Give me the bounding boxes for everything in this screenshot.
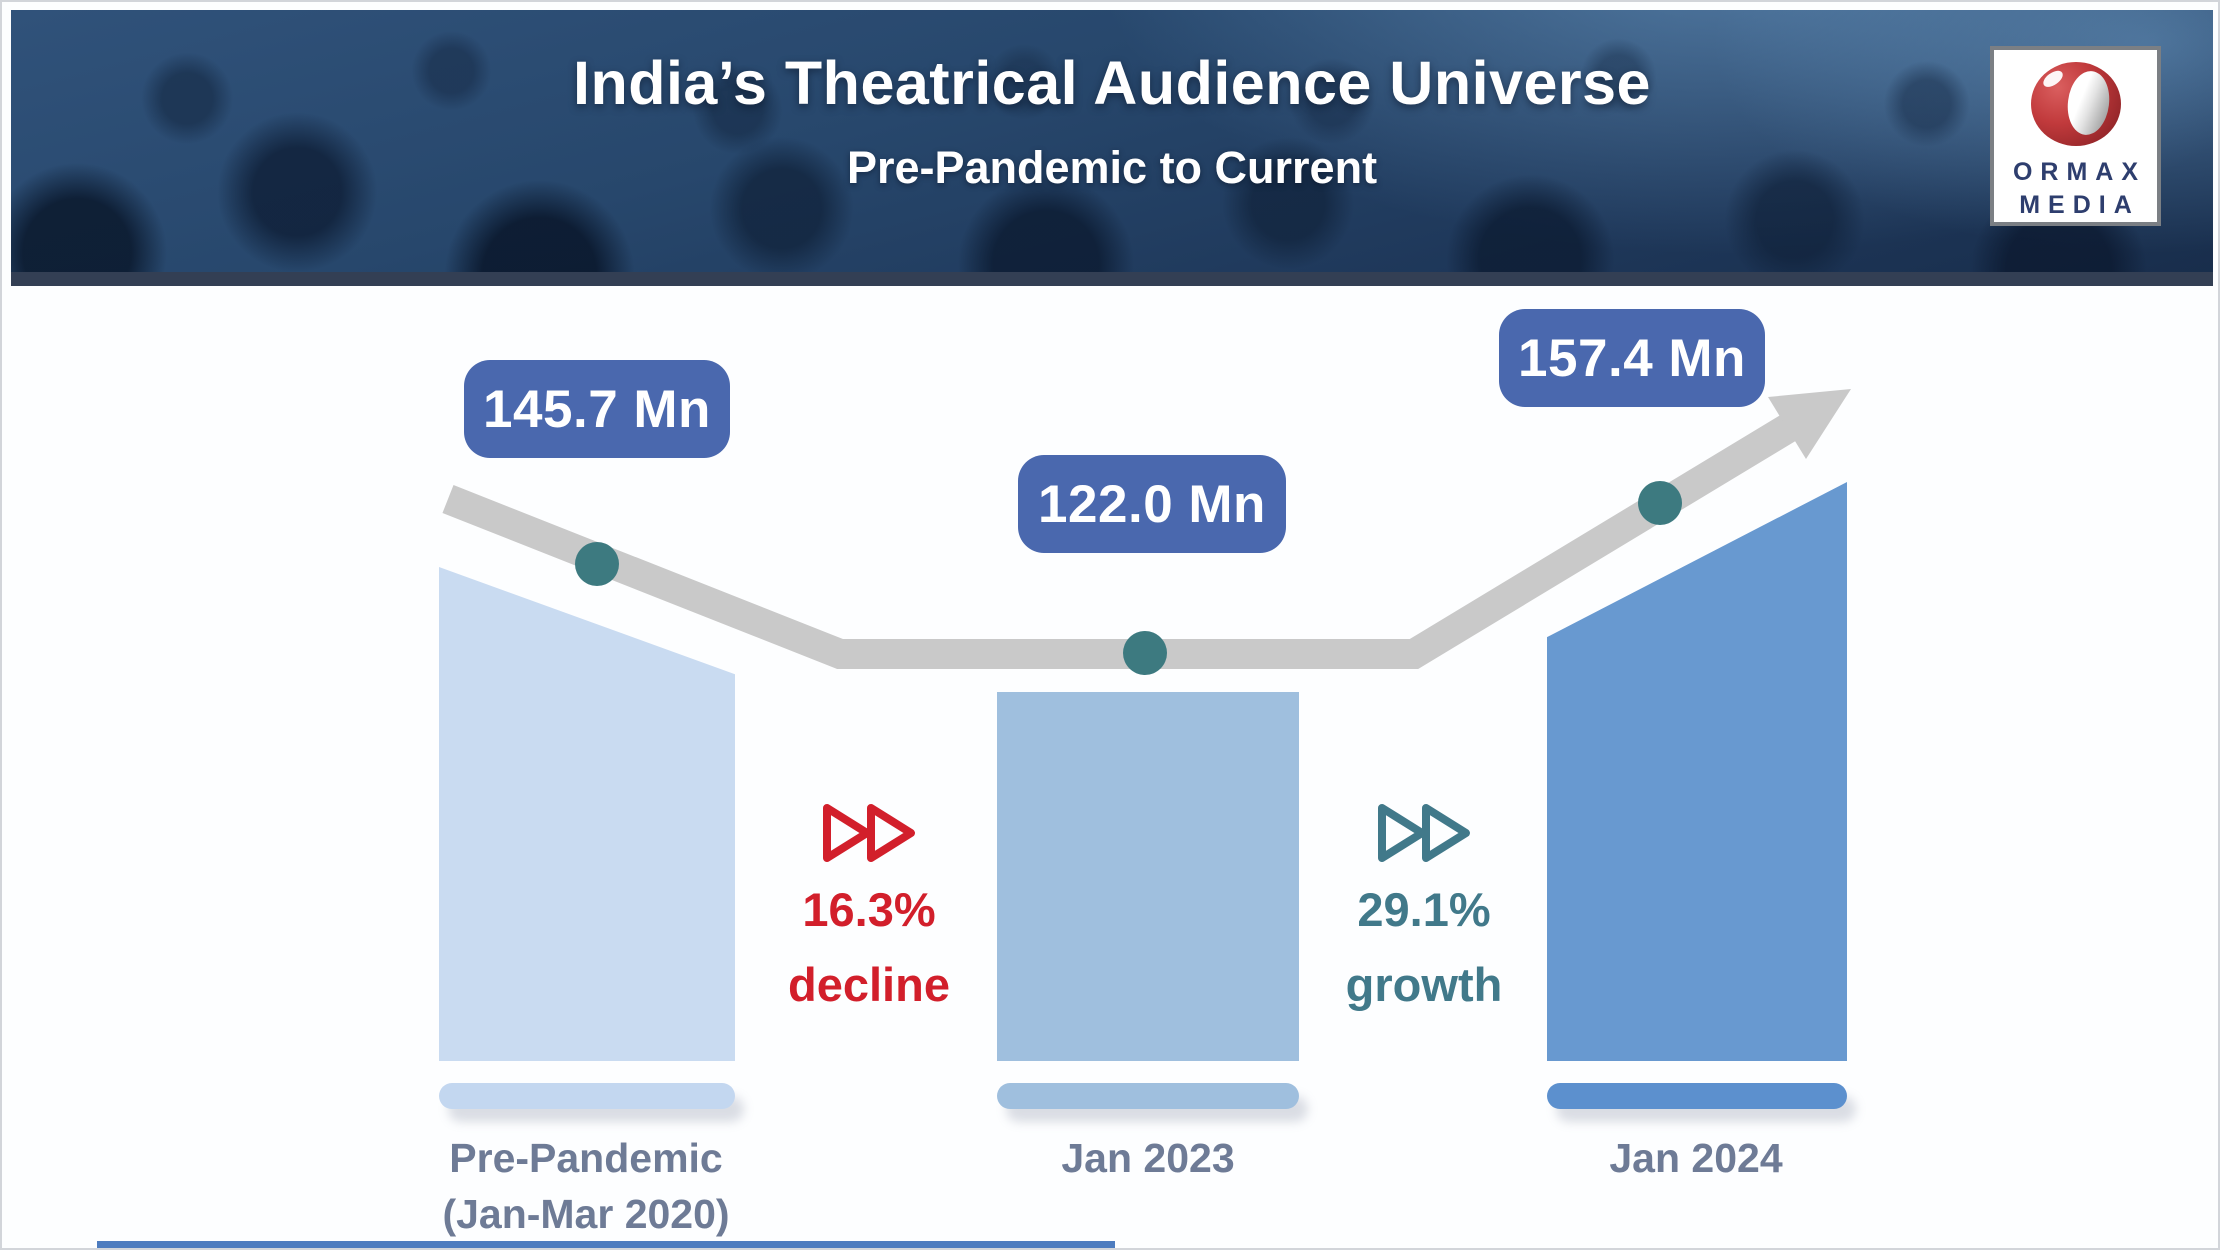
logo-text-line1: ORMAX	[2012, 158, 2147, 186]
header-bottom-strip	[11, 272, 2213, 286]
trend-dot-jan-2023	[1123, 631, 1167, 675]
growth-indicator: 29.1% growth	[1324, 802, 1524, 1008]
base-pill-pre-pandemic	[439, 1083, 735, 1109]
logo-wordmark: ORMAX MEDIA	[2005, 156, 2146, 222]
page-title: India’s Theatrical Audience Universe	[573, 49, 1651, 117]
cinema-audience-photo	[11, 10, 2213, 286]
base-pill-jan-2024	[1547, 1083, 1847, 1109]
category-label-line1: Jan 2023	[1061, 1135, 1235, 1181]
value-label-jan-2024: 157.4 Mn	[1518, 328, 1746, 388]
trend-dot-jan-2024	[1638, 481, 1682, 525]
base-pill-jan-2023	[997, 1083, 1299, 1109]
fast-forward-decline-icon	[823, 804, 915, 862]
category-label-jan-2023: Jan 2023	[1061, 1130, 1234, 1186]
category-label-jan-2024: Jan 2024	[1609, 1130, 1782, 1186]
ormax-sphere-icon	[2030, 62, 2121, 146]
value-label-jan-2023: 122.0 Mn	[1038, 474, 1266, 534]
page-subtitle: Pre-Pandemic to Current	[846, 142, 1378, 193]
growth-percent: 29.1%	[1357, 883, 1491, 936]
header-banner: India’s Theatrical Audience Universe Pre…	[11, 10, 2213, 286]
value-label-pre-pandemic: 145.7 Mn	[483, 379, 711, 439]
ormax-media-logo: ORMAX MEDIA	[1990, 46, 2161, 226]
value-badge-jan-2023: 122.0 Mn	[1018, 455, 1286, 553]
next-slide-peek-strip	[97, 1241, 1115, 1248]
decline-word: decline	[788, 958, 950, 1011]
value-badge-jan-2024: 157.4 Mn	[1499, 309, 1765, 407]
header-text-block: India’s Theatrical Audience Universe Pre…	[11, 10, 2213, 286]
logo-text-line2: MEDIA	[2019, 191, 2140, 219]
category-label-pre-pandemic: Pre-Pandemic (Jan-Mar 2020)	[442, 1130, 729, 1242]
trend-arrowhead-icon	[1768, 389, 1851, 459]
category-label-line2: (Jan-Mar 2020)	[442, 1191, 730, 1237]
trend-dot-pre-pandemic	[575, 542, 619, 586]
bar-jan-2024	[1547, 482, 1847, 1061]
growth-word: growth	[1345, 958, 1503, 1011]
bar-jan-2023	[997, 692, 1299, 1061]
decline-indicator: 16.3% decline	[769, 802, 969, 1008]
value-badge-pre-pandemic: 145.7 Mn	[464, 360, 730, 458]
fast-forward-growth-icon	[1378, 804, 1470, 862]
category-label-line1: Pre-Pandemic	[449, 1135, 723, 1181]
category-label-line1: Jan 2024	[1609, 1135, 1783, 1181]
bar-pre-pandemic	[439, 567, 735, 1061]
decline-percent: 16.3%	[802, 883, 936, 936]
